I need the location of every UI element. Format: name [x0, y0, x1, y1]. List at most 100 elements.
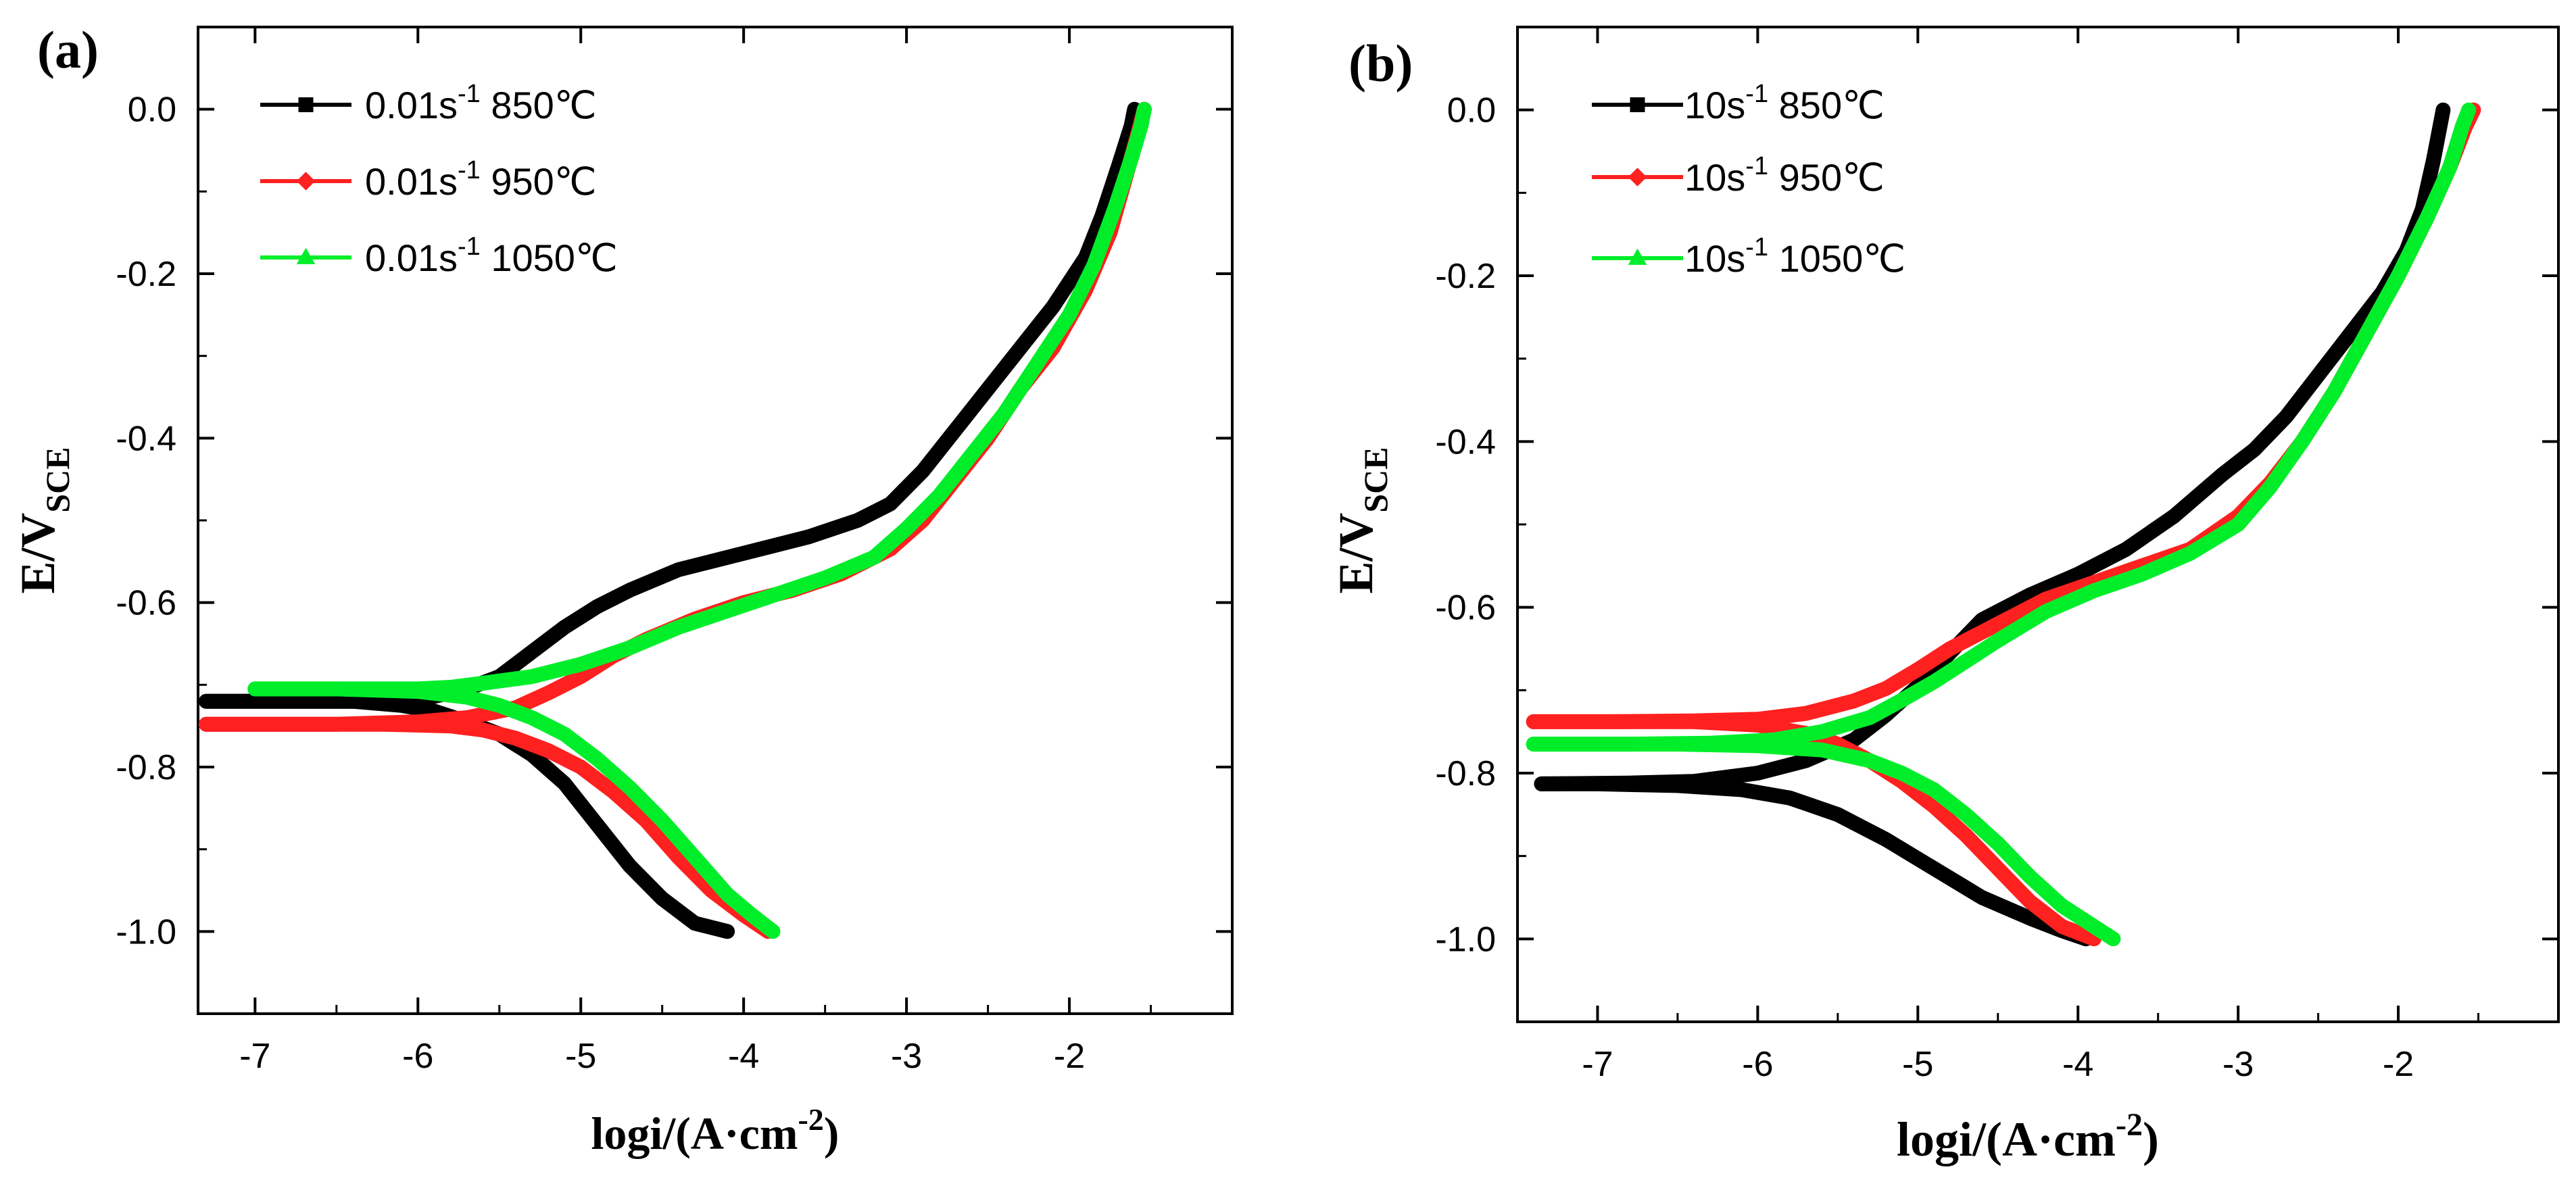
data-point-marker: [1546, 737, 1560, 749]
legend-label-sup: -1: [1745, 152, 1768, 180]
data-point-marker: [337, 695, 349, 707]
x-tick-label: -7: [1582, 1045, 1613, 1084]
data-point-marker: [1661, 737, 1675, 749]
data-point-marker: [1603, 737, 1618, 749]
panel-b-series: [1526, 102, 2481, 947]
x-tick-label: -7: [239, 1037, 270, 1076]
data-point-marker: [1584, 737, 1598, 749]
data-point-marker: [1613, 778, 1624, 789]
panel-b-y-axis-title: E/VSCE: [1329, 447, 1394, 593]
data-point-marker: [1536, 778, 1547, 789]
y-tick-label: 0.0: [128, 91, 176, 130]
data-point-marker: [1555, 778, 1566, 789]
legend-marker: [298, 97, 314, 112]
data-point-marker: [443, 682, 458, 694]
curve-cathodic: [199, 716, 776, 939]
data-point-marker: [1641, 778, 1653, 789]
x-tick-label: -4: [728, 1037, 759, 1076]
panel-a: (a) 0.0 -0.2 -0.4 -0.6 -0.8 -1.0 -7 -6 -5 -4 -3 -2…: [11, 20, 1234, 1159]
panel-b-x-axis-title: logi/(A·cm-2): [1897, 1107, 2159, 1166]
x-tick-label: -2: [1054, 1037, 1085, 1076]
data-point-marker: [238, 717, 252, 731]
y-tick-label: -0.6: [116, 584, 176, 623]
data-point-marker: [278, 695, 290, 707]
y-title-sub: SCE: [1357, 447, 1394, 512]
x-title-close: ): [2143, 1112, 2159, 1166]
panel-a-series: [199, 101, 1152, 939]
panel-a-label: (a): [37, 20, 99, 79]
series-green: [1526, 102, 2477, 947]
data-point-marker: [307, 682, 321, 694]
data-point-marker: [220, 695, 231, 707]
panel-b-legend-entry-1: 10s-1 850℃: [1592, 80, 1885, 126]
data-point-marker: [1690, 714, 1704, 729]
svg-text:0.01s-1 950℃: 0.01s-1 950℃: [365, 156, 597, 203]
y-tick-label: -1.0: [1435, 920, 1496, 959]
curve-anodic: [1534, 102, 2451, 791]
panel-a-legend-entry-3: 0.01s-1 1050℃: [260, 232, 618, 279]
legend-label-main: 0.01s: [365, 84, 458, 126]
data-point-marker: [287, 682, 301, 694]
legend-label-main: 0.01s: [365, 160, 458, 203]
panel-a-x-ticks: -7 -6 -5 -4 -3 -2: [239, 27, 1152, 1076]
x-tick-label: -3: [891, 1037, 922, 1076]
data-point-marker: [365, 717, 379, 731]
legend-label-rest: 1050℃: [481, 237, 618, 279]
data-point-marker: [356, 682, 370, 694]
legend-label-main: 10s: [1684, 84, 1745, 126]
x-tick-label: -2: [2383, 1045, 2414, 1084]
legend-label-sup: -1: [1745, 233, 1768, 262]
data-point-marker: [1565, 714, 1579, 729]
legend-label-sup: -1: [458, 232, 481, 261]
data-point-marker: [1574, 778, 1586, 789]
data-point-marker: [258, 717, 272, 731]
panel-a-legend-entry-2: 0.01s-1 950℃: [260, 156, 597, 203]
data-point-marker: [395, 717, 409, 731]
panel-b: (b) 0.0 -0.2 -0.4 -0.6 -0.8 -1.0 -7 -6 -5 -4 -3 -2…: [1329, 26, 2560, 1166]
data-point-marker: [268, 682, 282, 694]
data-point-marker: [1632, 714, 1647, 729]
panel-a-x-axis-title: logi/(A·cm-2): [591, 1102, 840, 1159]
panel-a-legend: 0.01s-1 850℃ 0.01s-1 950℃ 0.01s-1 1050℃: [260, 80, 618, 279]
svg-text:10s-1 950℃: 10s-1 950℃: [1684, 152, 1885, 199]
panel-a-legend-entry-1: 0.01s-1 850℃: [260, 80, 597, 126]
data-point-marker: [1546, 714, 1560, 729]
data-point-marker: [239, 695, 251, 707]
data-point-marker: [1661, 714, 1675, 729]
data-point-marker: [248, 682, 262, 694]
legend-label-sup: -1: [458, 156, 481, 184]
x-title-close: ): [824, 1108, 840, 1159]
data-point-marker: [1584, 714, 1598, 729]
data-point-marker: [308, 695, 320, 707]
legend-marker: [1628, 168, 1647, 187]
data-point-marker: [414, 682, 429, 694]
y-tick-label: -0.2: [116, 255, 176, 294]
data-point-marker: [218, 717, 233, 731]
x-tick-label: -3: [2222, 1045, 2254, 1084]
data-point-marker: [336, 717, 350, 731]
legend-marker: [296, 247, 316, 264]
svg-text:0.01s-1 850℃: 0.01s-1 850℃: [365, 80, 597, 126]
panel-a-y-axis-title: E/VSCE: [11, 447, 76, 593]
svg-text:10s-1 1050℃: 10s-1 1050℃: [1684, 233, 1905, 280]
legend-marker: [1628, 248, 1647, 265]
data-point-marker: [1593, 778, 1605, 789]
y-title-main: E/V: [11, 513, 65, 594]
data-point-marker: [396, 695, 408, 707]
data-point-marker: [1670, 778, 1682, 789]
data-point-marker: [277, 717, 291, 731]
data-point-marker: [1728, 778, 1739, 789]
legend-label-sup: -1: [458, 80, 481, 108]
x-tick-label: -4: [2062, 1045, 2093, 1084]
data-point-marker: [366, 695, 378, 707]
x-tick-label: -5: [565, 1037, 596, 1076]
data-point-marker: [1632, 737, 1647, 749]
y-title-sub: SCE: [39, 447, 76, 512]
series-red: [1526, 102, 2481, 947]
x-tick-label: -5: [1902, 1045, 1933, 1084]
svg-text:0.01s-1 1050℃: 0.01s-1 1050℃: [365, 232, 618, 279]
y-title-main: E/V: [1329, 513, 1383, 594]
series-black: [199, 101, 1142, 939]
legend-label-main: 0.01s: [365, 237, 458, 279]
